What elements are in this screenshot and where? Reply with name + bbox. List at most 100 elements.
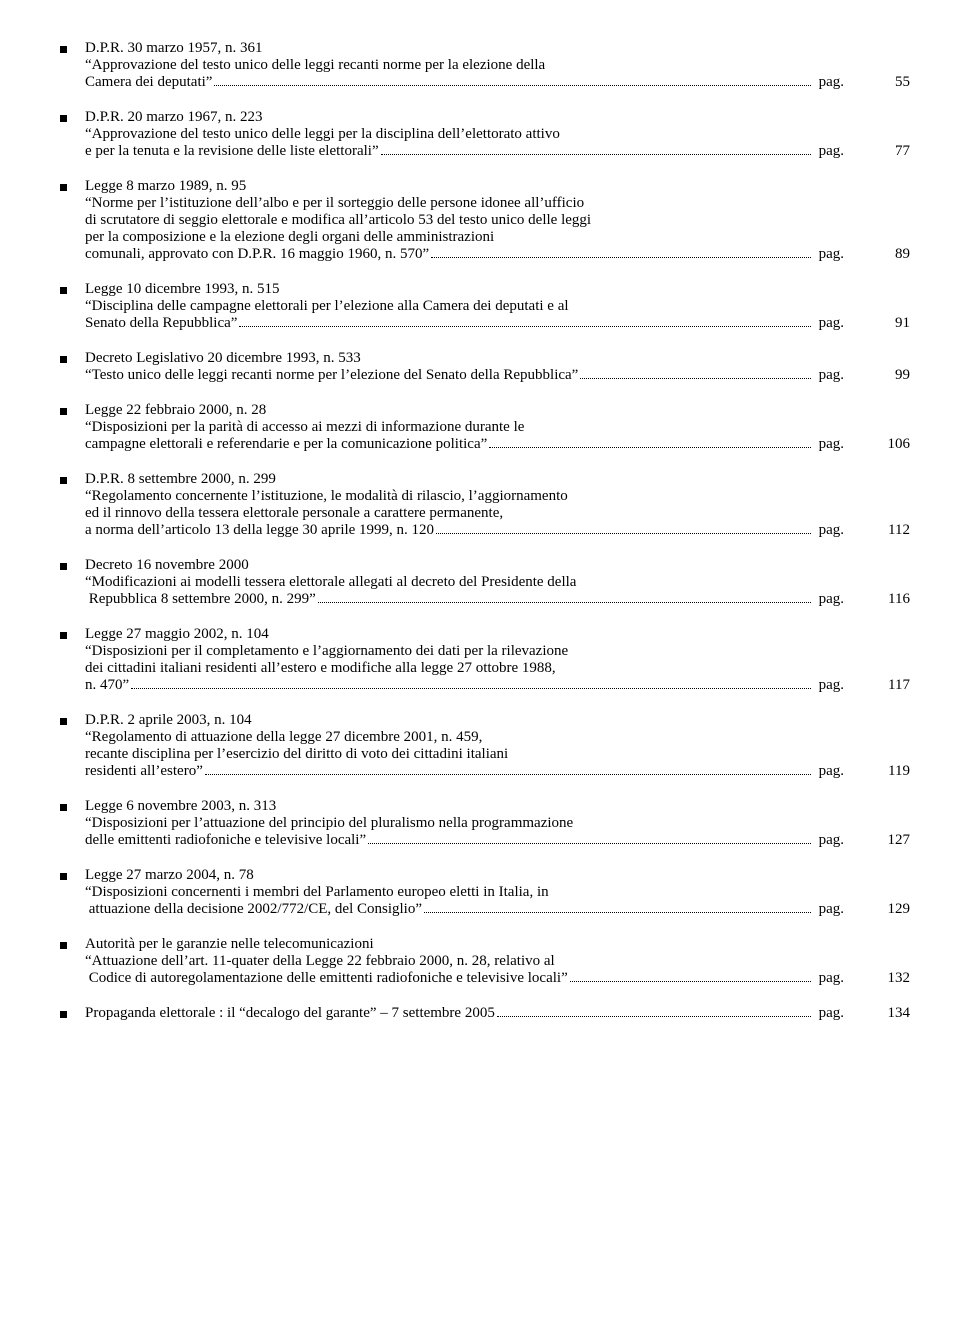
entry-last-line: e per la tenuta e la revisione delle lis…: [85, 143, 910, 160]
page-label: pag.: [815, 143, 844, 160]
bullet-icon: [60, 115, 67, 122]
bullet-icon: [60, 718, 67, 725]
entry-description-line: “Disposizioni per l’attuazione del princ…: [85, 815, 910, 832]
entry-title: Autorità per le garanzie nelle telecomun…: [85, 936, 910, 953]
page-label: pag.: [815, 74, 844, 91]
entry-title: D.P.R. 30 marzo 1957, n. 361: [85, 40, 910, 57]
leader-dots: [239, 326, 810, 327]
entry-text: D.P.R. 8 settembre 2000, n. 299“Regolame…: [85, 471, 910, 539]
entry-last-text: Propaganda elettorale : il “decalogo del…: [85, 1005, 495, 1022]
entry-title: D.P.R. 8 settembre 2000, n. 299: [85, 471, 910, 488]
entry-description-line: “Disposizioni per la parità di accesso a…: [85, 419, 910, 436]
page-number: 99: [844, 367, 910, 384]
entry-last-line: comunali, approvato con D.P.R. 16 maggio…: [85, 246, 910, 263]
page-label: pag.: [815, 832, 844, 849]
bullet-icon: [60, 632, 67, 639]
entry-last-text: attuazione della decisione 2002/772/CE, …: [85, 901, 422, 918]
entry-text: Legge 27 marzo 2004, n. 78“Disposizioni …: [85, 867, 910, 918]
entry-title: Legge 8 marzo 1989, n. 95: [85, 178, 910, 195]
bullet-icon: [60, 804, 67, 811]
entry-title: Legge 6 novembre 2003, n. 313: [85, 798, 910, 815]
entry-last-line: Repubblica 8 settembre 2000, n. 299” pag.…: [85, 591, 910, 608]
entry-last-text: Camera dei deputati”: [85, 74, 212, 91]
toc-entry: Legge 22 febbraio 2000, n. 28“Disposizio…: [60, 402, 910, 453]
page-number: 91: [844, 315, 910, 332]
leader-dots: [431, 257, 810, 258]
entry-text: Decreto 16 novembre 2000“Modificazioni a…: [85, 557, 910, 608]
leader-dots: [424, 912, 811, 913]
page-label: pag.: [815, 436, 844, 453]
entry-last-text: “Testo unico delle leggi recanti norme p…: [85, 367, 578, 384]
bullet-icon: [60, 873, 67, 880]
bullet-icon: [60, 184, 67, 191]
entry-text: D.P.R. 30 marzo 1957, n. 361“Approvazion…: [85, 40, 910, 91]
bullet-icon: [60, 408, 67, 415]
page-label: pag.: [815, 901, 844, 918]
entry-last-line: residenti all’estero”pag.119: [85, 763, 910, 780]
leader-dots: [368, 843, 810, 844]
entry-title: Legge 27 maggio 2002, n. 104: [85, 626, 910, 643]
entry-last-line: attuazione della decisione 2002/772/CE, …: [85, 901, 910, 918]
page-label: pag.: [815, 970, 844, 987]
leader-dots: [436, 533, 811, 534]
page-label: pag.: [815, 591, 844, 608]
entry-last-text: delle emittenti radiofoniche e televisiv…: [85, 832, 366, 849]
toc-entry: Legge 10 dicembre 1993, n. 515“Disciplin…: [60, 281, 910, 332]
entry-description-line: “Disposizioni per il completamento e l’a…: [85, 643, 910, 660]
entry-last-text: Senato della Repubblica”: [85, 315, 237, 332]
page-label: pag.: [815, 677, 844, 694]
page-number: 55: [844, 74, 910, 91]
entry-last-line: Senato della Repubblica”pag.91: [85, 315, 910, 332]
entry-description-line: “Disposizioni concernenti i membri del P…: [85, 884, 910, 901]
entry-last-line: Camera dei deputati” pag.55: [85, 74, 910, 91]
toc-entry: D.P.R. 30 marzo 1957, n. 361“Approvazion…: [60, 40, 910, 91]
page-number: 112: [844, 522, 910, 539]
entry-last-line: a norma dell’articolo 13 della legge 30 …: [85, 522, 910, 539]
leader-dots: [381, 154, 811, 155]
page-number: 106: [844, 436, 910, 453]
entry-description-line: “Approvazione del testo unico delle legg…: [85, 126, 910, 143]
toc-entry: Legge 27 maggio 2002, n. 104“Disposizion…: [60, 626, 910, 694]
entry-description-line: “Norme per l’istituzione dell’albo e per…: [85, 195, 910, 212]
entry-text: D.P.R. 20 marzo 1967, n. 223“Approvazion…: [85, 109, 910, 160]
entry-title: D.P.R. 2 aprile 2003, n. 104: [85, 712, 910, 729]
entry-last-text: Codice di autoregolamentazione delle emi…: [85, 970, 568, 987]
entry-text: Legge 22 febbraio 2000, n. 28“Disposizio…: [85, 402, 910, 453]
page-label: pag.: [815, 1005, 844, 1022]
toc-entry: Legge 27 marzo 2004, n. 78“Disposizioni …: [60, 867, 910, 918]
page-number: 119: [844, 763, 910, 780]
page-label: pag.: [815, 763, 844, 780]
entry-description-line: “Attuazione dell’art. 11-quater della Le…: [85, 953, 910, 970]
entry-last-text: Repubblica 8 settembre 2000, n. 299”: [85, 591, 316, 608]
entry-description-line: “Modificazioni ai modelli tessera eletto…: [85, 574, 910, 591]
entry-text: Legge 27 maggio 2002, n. 104“Disposizion…: [85, 626, 910, 694]
entry-description-line: “Regolamento concernente l’istituzione, …: [85, 488, 910, 505]
toc-entry: Legge 6 novembre 2003, n. 313“Disposizio…: [60, 798, 910, 849]
entry-text: Legge 6 novembre 2003, n. 313“Disposizio…: [85, 798, 910, 849]
entry-title: Decreto Legislativo 20 dicembre 1993, n.…: [85, 350, 910, 367]
leader-dots: [570, 981, 811, 982]
bullet-icon: [60, 563, 67, 570]
page-label: pag.: [815, 246, 844, 263]
leader-dots: [131, 688, 810, 689]
entry-title: Legge 22 febbraio 2000, n. 28: [85, 402, 910, 419]
page-number: 134: [844, 1005, 910, 1022]
page-number: 116: [844, 591, 910, 608]
page-label: pag.: [815, 522, 844, 539]
toc-entry: Decreto Legislativo 20 dicembre 1993, n.…: [60, 350, 910, 384]
toc-entry: Decreto 16 novembre 2000“Modificazioni a…: [60, 557, 910, 608]
toc-entry: Autorità per le garanzie nelle telecomun…: [60, 936, 910, 987]
page-number: 127: [844, 832, 910, 849]
leader-dots: [497, 1016, 811, 1017]
entry-description-line: “Approvazione del testo unico delle legg…: [85, 57, 910, 74]
entry-description-line: di scrutatore di seggio elettorale e mod…: [85, 212, 910, 229]
bullet-icon: [60, 46, 67, 53]
bullet-icon: [60, 356, 67, 363]
bullet-icon: [60, 1011, 67, 1018]
page-number: 77: [844, 143, 910, 160]
page-number: 132: [844, 970, 910, 987]
leader-dots: [489, 447, 810, 448]
entry-text: Autorità per le garanzie nelle telecomun…: [85, 936, 910, 987]
page-number: 117: [844, 677, 910, 694]
entry-last-text: campagne elettorali e referendarie e per…: [85, 436, 487, 453]
